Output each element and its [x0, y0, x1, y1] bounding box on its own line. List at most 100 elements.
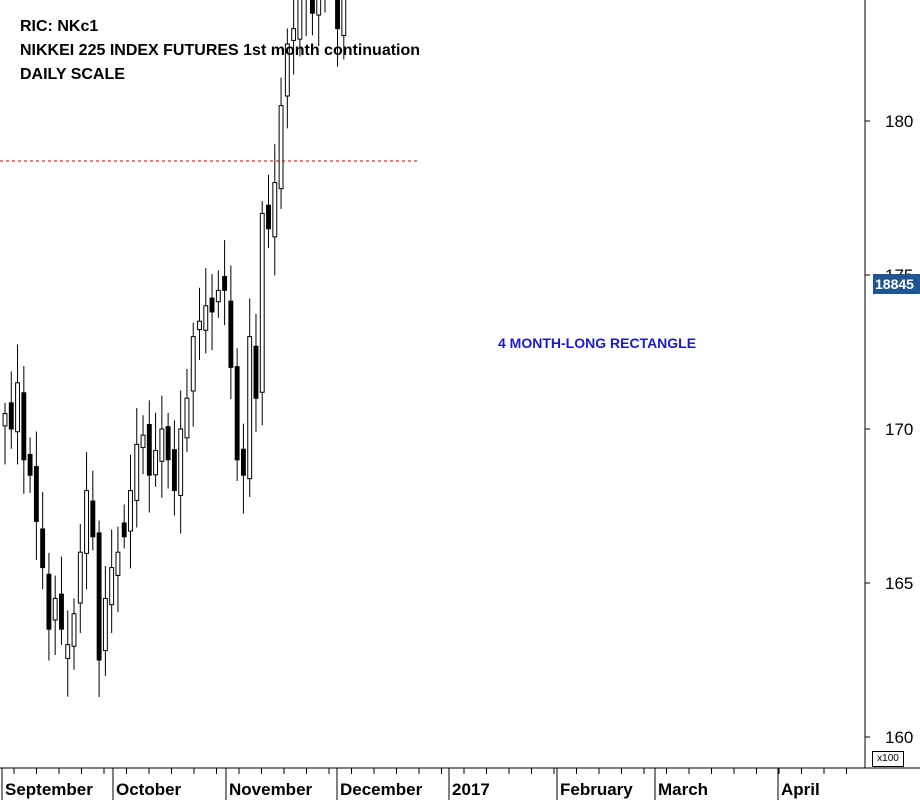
- candle-up: [115, 526, 121, 613]
- candle-up: [134, 408, 140, 528]
- candle-body: [33, 466, 39, 522]
- candle-up: [102, 565, 108, 676]
- candle-body: [222, 276, 228, 291]
- rectangle-caption: 4 MONTH-LONG RECTANGLE: [498, 335, 696, 351]
- y-tick-label: 170: [885, 420, 913, 439]
- candle-body: [90, 500, 96, 538]
- candle-body: [146, 424, 152, 476]
- candle-body: [40, 528, 46, 569]
- candle-down: [96, 520, 102, 697]
- candle-up: [341, 0, 347, 60]
- candle-up: [71, 598, 77, 670]
- candle-down: [253, 313, 259, 432]
- candle-down: [305, 0, 307, 37]
- candle-up: [190, 322, 196, 427]
- candle-body: [115, 551, 121, 576]
- candle-down: [222, 240, 228, 326]
- ric-label: RIC: NKc1: [20, 18, 99, 35]
- candle-body: [15, 382, 20, 433]
- candle-down: [33, 431, 39, 560]
- candle-body: [52, 597, 58, 621]
- candle-body: [21, 392, 27, 461]
- candle-body: [215, 289, 221, 303]
- candle-body: [140, 434, 146, 449]
- candle-body: [109, 567, 115, 606]
- candle-body: [184, 397, 190, 439]
- candle-down: [146, 400, 152, 513]
- candle-body: [240, 448, 246, 476]
- candle-body: [165, 426, 171, 461]
- candle-body: [209, 297, 215, 313]
- candle-body: [234, 366, 240, 461]
- candle-body: [178, 428, 184, 497]
- candle-up: [128, 454, 133, 569]
- x-tick-label: April: [781, 780, 820, 799]
- candle-body: [128, 490, 133, 532]
- candle-body: [316, 0, 322, 16]
- candle-body: [266, 204, 271, 230]
- candle-body: [197, 320, 202, 331]
- candle-up: [65, 610, 71, 697]
- candle-up: [247, 298, 253, 497]
- y-tick-label: 165: [885, 574, 913, 593]
- y-unit-label: x100: [872, 751, 904, 767]
- candle-body: [203, 305, 209, 331]
- x-tick-label: March: [658, 780, 708, 799]
- candle-body: [8, 402, 14, 430]
- x-tick-label: February: [560, 780, 633, 799]
- candle-down: [8, 371, 14, 449]
- candle-body: [278, 105, 284, 190]
- candle-up: [77, 524, 83, 633]
- candle-down: [335, 0, 340, 67]
- candle-up: [184, 369, 190, 453]
- candle-up: [324, 0, 326, 13]
- candle-up: [278, 77, 284, 209]
- candle-body: [59, 593, 64, 630]
- candle-body: [247, 336, 253, 480]
- candle-down: [234, 348, 240, 482]
- candle-body: [121, 522, 127, 538]
- x-tick-label: December: [340, 780, 423, 799]
- candle-down: [266, 174, 271, 249]
- candle-body: [153, 450, 159, 476]
- candle-down: [171, 420, 177, 516]
- candle-up: [215, 270, 221, 318]
- candle-body: [228, 300, 234, 368]
- x-tick-label: September: [5, 780, 93, 799]
- candle-body: [171, 449, 177, 492]
- candle-down: [46, 552, 52, 661]
- candle-down: [121, 504, 127, 549]
- candle-body: [291, 28, 297, 41]
- x-tick-label: November: [229, 780, 313, 799]
- candle-body: [134, 443, 140, 501]
- candle-body: [46, 573, 52, 630]
- candle-down: [40, 492, 46, 590]
- candle-down: [309, 0, 315, 36]
- candle-up: [109, 529, 115, 634]
- candle-body: [297, 0, 303, 40]
- candle-body: [272, 182, 278, 238]
- candle-up: [316, 0, 322, 47]
- candle-body: [284, 43, 290, 97]
- candle-body: [190, 336, 196, 392]
- candle-body: [159, 428, 165, 462]
- candle-body: [253, 345, 259, 399]
- candle-up: [259, 201, 265, 426]
- candle-up: [203, 268, 209, 354]
- candle-up: [2, 402, 8, 465]
- candle-up: [297, 0, 303, 57]
- candle-body: [2, 413, 8, 427]
- candle-up: [178, 390, 184, 534]
- candle-down: [90, 470, 96, 551]
- candle-down: [59, 556, 64, 645]
- candle-up: [15, 344, 20, 465]
- candle-up: [140, 415, 146, 475]
- instrument-title: NIKKEI 225 INDEX FUTURES 1st month conti…: [20, 42, 421, 59]
- candle-body: [65, 644, 71, 659]
- candle-body: [259, 212, 265, 393]
- plot-area: [2, 0, 347, 697]
- candle-body: [309, 0, 315, 14]
- candle-body: [341, 0, 347, 36]
